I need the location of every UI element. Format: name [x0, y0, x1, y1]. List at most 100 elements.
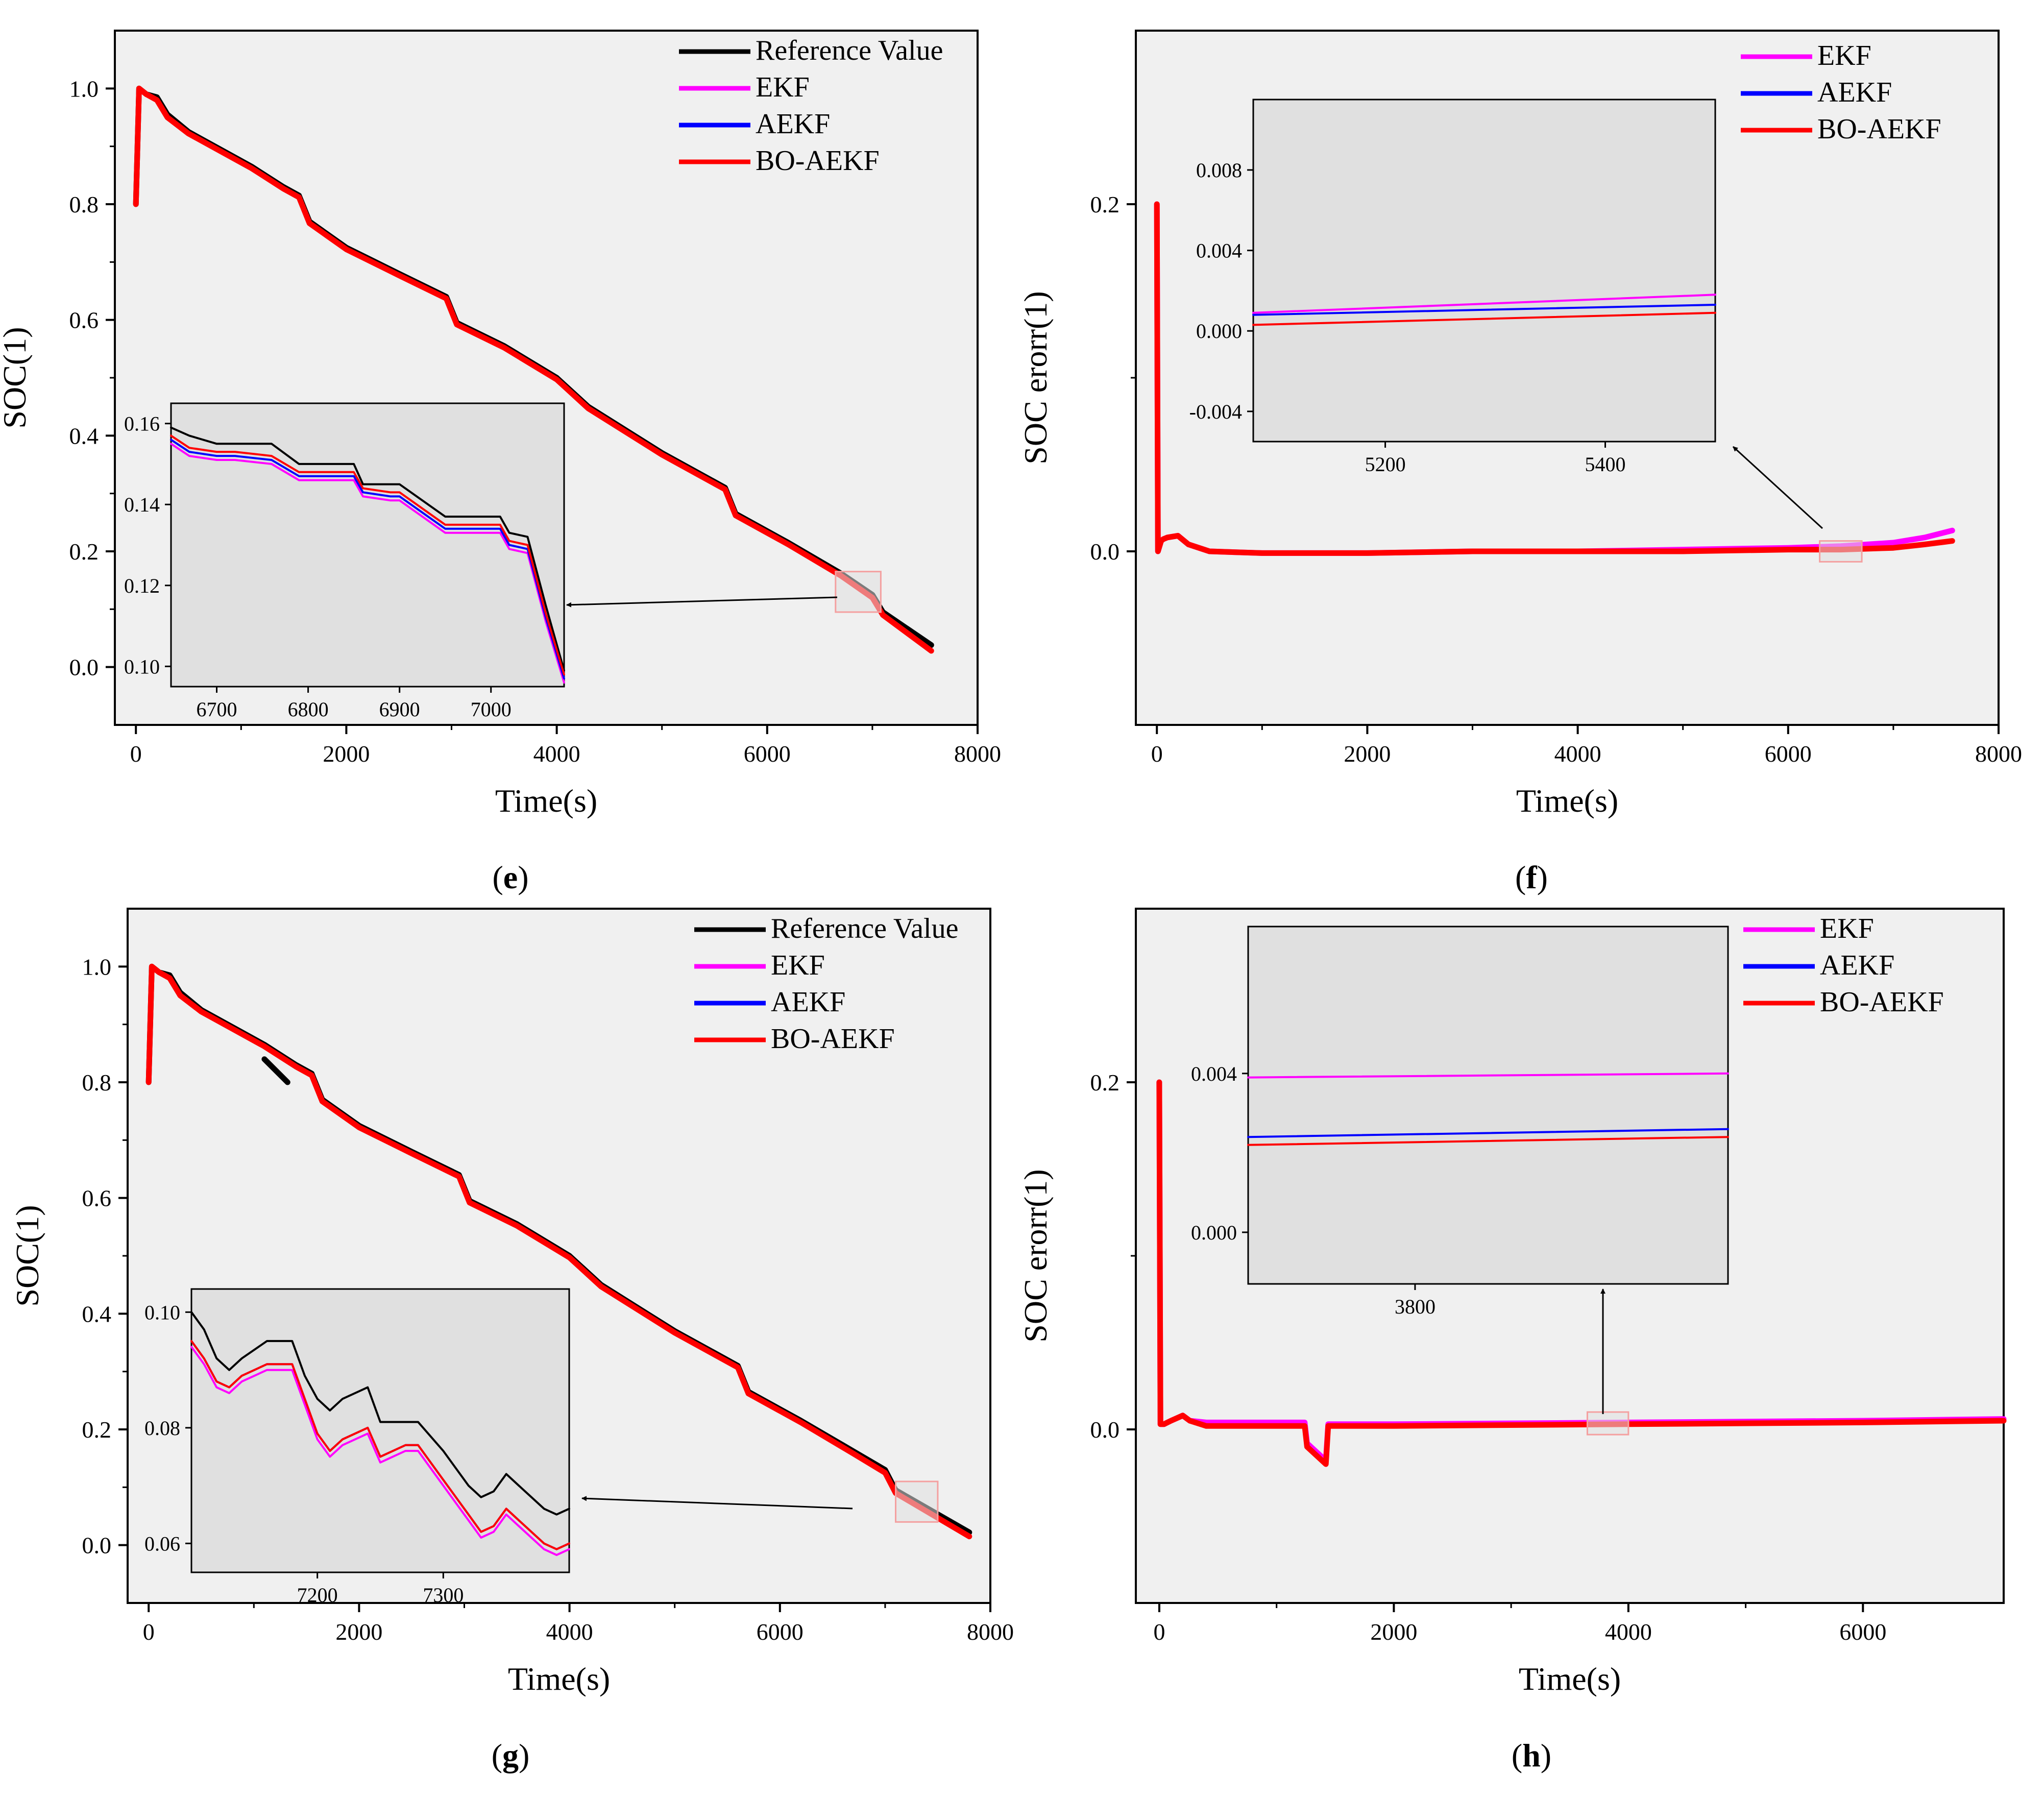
inset-plot-area — [170, 402, 565, 688]
inset-series-line-ekf — [170, 443, 565, 684]
panel-g: 0 2000 4000 6000 8000 0.0 0.2 0.4 0.6 0.8 1.0 Time(… — [9, 908, 1014, 1773]
inset-plot-area — [190, 1288, 570, 1573]
inset-series-line-bo-aekf — [170, 434, 565, 676]
panel-label-open: ( — [1515, 859, 1526, 895]
inset-x-tick-label: 7200 — [297, 1584, 338, 1607]
inset-x-tick-label: 5200 — [1365, 453, 1406, 476]
legend-label-aekf: AEKF — [1820, 950, 1894, 981]
x-tick-label: 0 — [143, 1619, 155, 1645]
inset-x-tick-label: 5400 — [1585, 453, 1626, 476]
zoom-arrow — [1732, 446, 1823, 529]
panel-label-open: ( — [492, 1737, 502, 1773]
y-tick-label: 0.2 — [82, 1417, 112, 1443]
inset-y-tick-label: 0.12 — [124, 574, 160, 597]
legend-label-ekf: EKF — [756, 71, 810, 103]
panel-label-letter: g — [502, 1737, 519, 1773]
legend-label-aekf: AEKF — [1817, 77, 1892, 108]
inset-series-line-aekf — [1247, 1128, 1729, 1138]
inset-y-tick-label: 0.004 — [1196, 239, 1242, 262]
inset-series-line-ekf — [1247, 1072, 1729, 1079]
x-tick-label: 6000 — [1765, 741, 1812, 767]
y-tick-label: 0.0 — [69, 654, 99, 680]
x-tick-label: 6000 — [757, 1619, 804, 1645]
legend-label-bo-aekf: BO-AEKF — [1817, 113, 1941, 145]
inset-series-line-ekf — [190, 1346, 570, 1556]
zoom-region-box — [1586, 1411, 1629, 1436]
y-tick-label: 0.0 — [82, 1533, 112, 1559]
x-tick-label: 2000 — [335, 1619, 382, 1645]
inset-series-line-bo-aekf — [190, 1340, 570, 1550]
y-tick-label: 0.6 — [69, 307, 99, 333]
series-line-bo-aekf — [133, 85, 934, 654]
panel-label-open: ( — [492, 859, 503, 895]
y-tick-label: 0.2 — [1090, 191, 1120, 217]
inset-y-tick-label: 0.000 — [1191, 1221, 1237, 1244]
x-tick-label: 8000 — [967, 1619, 1014, 1645]
y-tick-label: 0.8 — [69, 191, 99, 217]
y-tick-label: 0.4 — [69, 423, 99, 449]
legend: EKF AEKF BO-AEKF — [1741, 40, 1941, 145]
zoom-region-box — [1819, 540, 1863, 563]
inset-y-tick-label: 0.14 — [124, 493, 160, 516]
panel-f: 0 2000 4000 6000 8000 0.0 0.2 Time(s) SOC erorr(… — [1017, 30, 2022, 895]
inset-series-line-bo-aekf — [1252, 311, 1716, 326]
inset-g: 7200 7300 0.06 0.08 0.10 — [144, 1288, 570, 1607]
zoom-arrow — [581, 1496, 853, 1510]
inset-e: 6700 6800 6900 7000 0.10 0.12 0.14 0.16 — [124, 402, 565, 721]
legend-label-ekf: EKF — [771, 950, 825, 981]
y-tick-label: 0.6 — [82, 1185, 112, 1211]
x-axis-title: Time(s) — [495, 783, 597, 819]
x-axis-title: Time(s) — [1516, 783, 1618, 819]
panel-label: (f) — [1515, 859, 1548, 895]
x-tick-label: 4000 — [546, 1619, 593, 1645]
inset-y-tick-label: 0.008 — [1196, 159, 1242, 182]
y-tick-label: 0.2 — [69, 539, 99, 565]
panel-label-close: ) — [1541, 1737, 1551, 1773]
inset-x-tick-label: 7000 — [471, 698, 512, 721]
series-line-bo-aekf — [1156, 1079, 2007, 1467]
inset-x-tick-label: 6800 — [288, 698, 329, 721]
panel-h: 0 2000 4000 6000 0.0 0.2 Time(s) SOC erorr(1) 38… — [1017, 908, 2007, 1773]
inset-f: 5200 5400 -0.004 0.000 0.004 0.008 — [1189, 99, 1716, 476]
y-tick-label: 0.2 — [1090, 1069, 1120, 1096]
inset-series-line-reference-value — [170, 426, 565, 672]
x-tick-label: 0 — [130, 741, 142, 767]
panel-label: (e) — [492, 859, 528, 895]
legend-label-bo-aekf: BO-AEKF — [771, 1023, 895, 1055]
x-tick-label: 8000 — [1975, 741, 2022, 767]
panel-label-letter: e — [503, 859, 518, 895]
legend-label-aekf: AEKF — [756, 108, 830, 140]
y-tick-label: 1.0 — [69, 76, 99, 102]
x-tick-label: 2000 — [1344, 741, 1391, 767]
legend-label-ekf: EKF — [1820, 913, 1874, 944]
y-axis-title: SOC(1) — [0, 327, 33, 428]
inset-x-tick-label: 3800 — [1395, 1295, 1435, 1318]
legend-label-reference-value: Reference Value — [771, 913, 958, 944]
inset-plot-area — [1252, 99, 1716, 443]
inset-y-tick-label: 0.10 — [124, 655, 160, 678]
inset-y-tick-label: 0.004 — [1191, 1062, 1237, 1085]
x-axis-title: Time(s) — [508, 1661, 610, 1697]
inset-y-tick-label: 0.08 — [144, 1417, 180, 1440]
panel-label-close: ) — [518, 859, 528, 895]
panel-label-open: ( — [1512, 1737, 1522, 1773]
inset-h: 3800 0.000 0.004 — [1191, 926, 1729, 1318]
x-tick-label: 2000 — [323, 741, 370, 767]
x-axis-title: Time(s) — [1519, 1661, 1621, 1697]
x-tick-label: 0 — [1151, 741, 1163, 767]
inset-series-line-ekf — [1252, 294, 1716, 314]
inset-y-tick-label: -0.004 — [1189, 400, 1242, 423]
inset-series-line-aekf — [1252, 304, 1716, 316]
panel-label: (g) — [492, 1737, 530, 1773]
inset-y-tick-label: 0.06 — [144, 1532, 180, 1555]
x-tick-label: 4000 — [1554, 741, 1601, 767]
legend: Reference Value EKF AEKF BO-AEKF — [694, 913, 958, 1055]
x-tick-label: 8000 — [954, 741, 1001, 767]
x-tick-label: 6000 — [1839, 1619, 1886, 1645]
y-axis-title: SOC(1) — [9, 1205, 45, 1306]
y-axis-title: SOC erorr(1) — [1017, 291, 1054, 464]
panel-label: (h) — [1512, 1737, 1551, 1773]
panel-label-letter: f — [1526, 859, 1537, 895]
y-axis-title: SOC erorr(1) — [1017, 1169, 1054, 1342]
legend: EKF AEKF BO-AEKF — [1743, 913, 1944, 1018]
